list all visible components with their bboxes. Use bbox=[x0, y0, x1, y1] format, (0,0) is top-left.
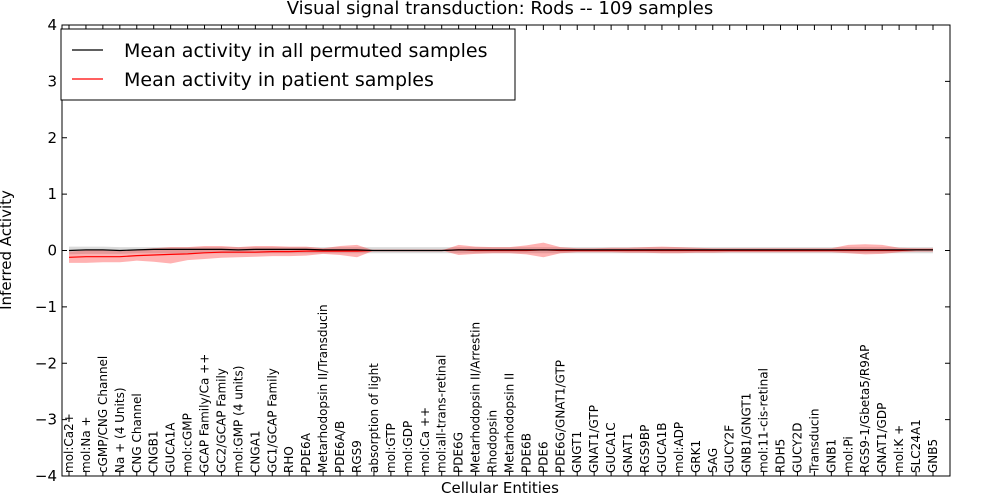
legend: Mean activity in all permuted samples Me… bbox=[60, 28, 516, 101]
y-axis-label: Inferred Activity bbox=[0, 190, 15, 310]
patient-range-band bbox=[69, 242, 933, 264]
x-tick-label: PDE6A/B bbox=[333, 421, 347, 473]
x-tick-label: RHO bbox=[282, 446, 296, 473]
series-lines bbox=[68, 248, 933, 258]
x-tick-label: Rhodopsin bbox=[486, 410, 500, 473]
y-tick-label: −2 bbox=[35, 354, 57, 372]
legend-label-patient: Mean activity in patient samples bbox=[124, 69, 434, 91]
x-tick-label: SAG bbox=[706, 448, 720, 473]
x-tick-label: cGMP/CNG Channel bbox=[96, 356, 110, 473]
permuted-mean-line bbox=[68, 248, 933, 252]
x-tick-label: Metarhodopsin II/Arrestin bbox=[469, 322, 483, 473]
x-tick-label: mol:GTP bbox=[384, 423, 398, 473]
x-tick-label: PDE6G/GNAT1/GTP bbox=[553, 360, 567, 473]
x-tick-label: CNGA1 bbox=[248, 431, 262, 474]
x-tick-label: GC1/GCAP Family bbox=[265, 368, 279, 473]
x-tick-label: GNAT1 bbox=[621, 432, 635, 473]
y-tick-label: 3 bbox=[47, 72, 57, 90]
x-tick-label: mol:Ca2+ bbox=[62, 413, 76, 473]
x-tick-label: RGS9 bbox=[350, 440, 364, 473]
x-tick-label: Metarhodopsin II/Transducin bbox=[316, 304, 330, 473]
x-tick-label: PDE6G bbox=[452, 432, 466, 473]
x-tick-label: mol:GMP (4 units) bbox=[231, 366, 245, 473]
x-tick-label: RDH5 bbox=[774, 439, 788, 473]
y-tick-label: 4 bbox=[47, 16, 57, 34]
y-tick-label: −3 bbox=[35, 411, 57, 429]
legend-box bbox=[60, 28, 516, 101]
x-tick-label: CNGB1 bbox=[147, 430, 161, 473]
x-tick-label: mol:ADP bbox=[672, 422, 686, 473]
y-tick-label: −1 bbox=[35, 298, 57, 316]
x-tick-label: mol:Ca ++ bbox=[418, 407, 432, 473]
x-tick-label: GNAT1/GTP bbox=[587, 405, 601, 473]
x-tick-label: absorption of light bbox=[367, 363, 381, 473]
x-tick-label: GUCA1A bbox=[164, 422, 178, 473]
chart-title: Visual signal transduction: Rods -- 109 … bbox=[287, 0, 714, 19]
x-tick-label: mol:K + bbox=[892, 425, 906, 473]
x-tick-label: mol:Pi bbox=[841, 436, 855, 473]
x-tick-label: SLC24A1 bbox=[909, 419, 923, 473]
x-tick-label: GNB1/GNGT1 bbox=[740, 393, 754, 473]
x-tick-label: GC2/GCAP Family bbox=[215, 368, 229, 473]
x-tick-label: Na + (4 Units) bbox=[113, 387, 127, 473]
x-tick-label: PDE6B bbox=[519, 433, 533, 473]
x-tick-label: GNAT1/GDP bbox=[875, 403, 889, 473]
x-tick-label: mol:Na + bbox=[79, 416, 93, 473]
x-tick-label: GUCY2D bbox=[791, 423, 805, 473]
y-tick-label: 1 bbox=[47, 185, 57, 203]
y-tick-label: −4 bbox=[35, 467, 57, 485]
x-tick-label: PDE6A bbox=[299, 432, 313, 473]
x-tick-label: Metarhodopsin II bbox=[503, 373, 517, 473]
x-tick-label: PDE6 bbox=[536, 441, 550, 473]
y-tick-label: 0 bbox=[47, 242, 57, 260]
x-tick-label: Transducin bbox=[807, 409, 821, 474]
x-tick-label: GUCY2F bbox=[723, 425, 737, 473]
x-axis-label: Cellular Entities bbox=[441, 479, 559, 497]
x-tick-label: mol:GDP bbox=[401, 421, 415, 473]
x-tick-label: GUCA1C bbox=[604, 422, 618, 473]
x-tick-label: GCAP Family/Ca ++ bbox=[198, 354, 212, 473]
x-tick-label: GNB5 bbox=[926, 439, 940, 473]
x-tick-label: CNG Channel bbox=[130, 393, 144, 473]
y-tick-label: 2 bbox=[47, 129, 57, 147]
x-axis: mol:Ca2+ mol:Na + cGMP/CNG Channel Na + (4 … bbox=[62, 25, 940, 476]
x-tick-label: GNGT1 bbox=[570, 431, 584, 473]
legend-label-permuted: Mean activity in all permuted samples bbox=[124, 40, 487, 62]
x-tick-label: mol:11-cis-retinal bbox=[757, 368, 771, 473]
x-tick-label: RGS9-1/Gbeta5/R9AP bbox=[858, 345, 872, 473]
x-tick-label: GNB1 bbox=[824, 439, 838, 473]
x-tick-label: mol:cGMP bbox=[181, 413, 195, 473]
x-tick-label: GRK1 bbox=[689, 440, 703, 473]
x-tick-label: GUCA1B bbox=[655, 422, 669, 473]
x-tick-label: mol:all-trans-retinal bbox=[435, 355, 449, 473]
x-tick-label: RGS9BP bbox=[638, 425, 652, 473]
y-axis: 4 3 2 1 0 −1 −2 −3 −4 bbox=[35, 16, 950, 485]
